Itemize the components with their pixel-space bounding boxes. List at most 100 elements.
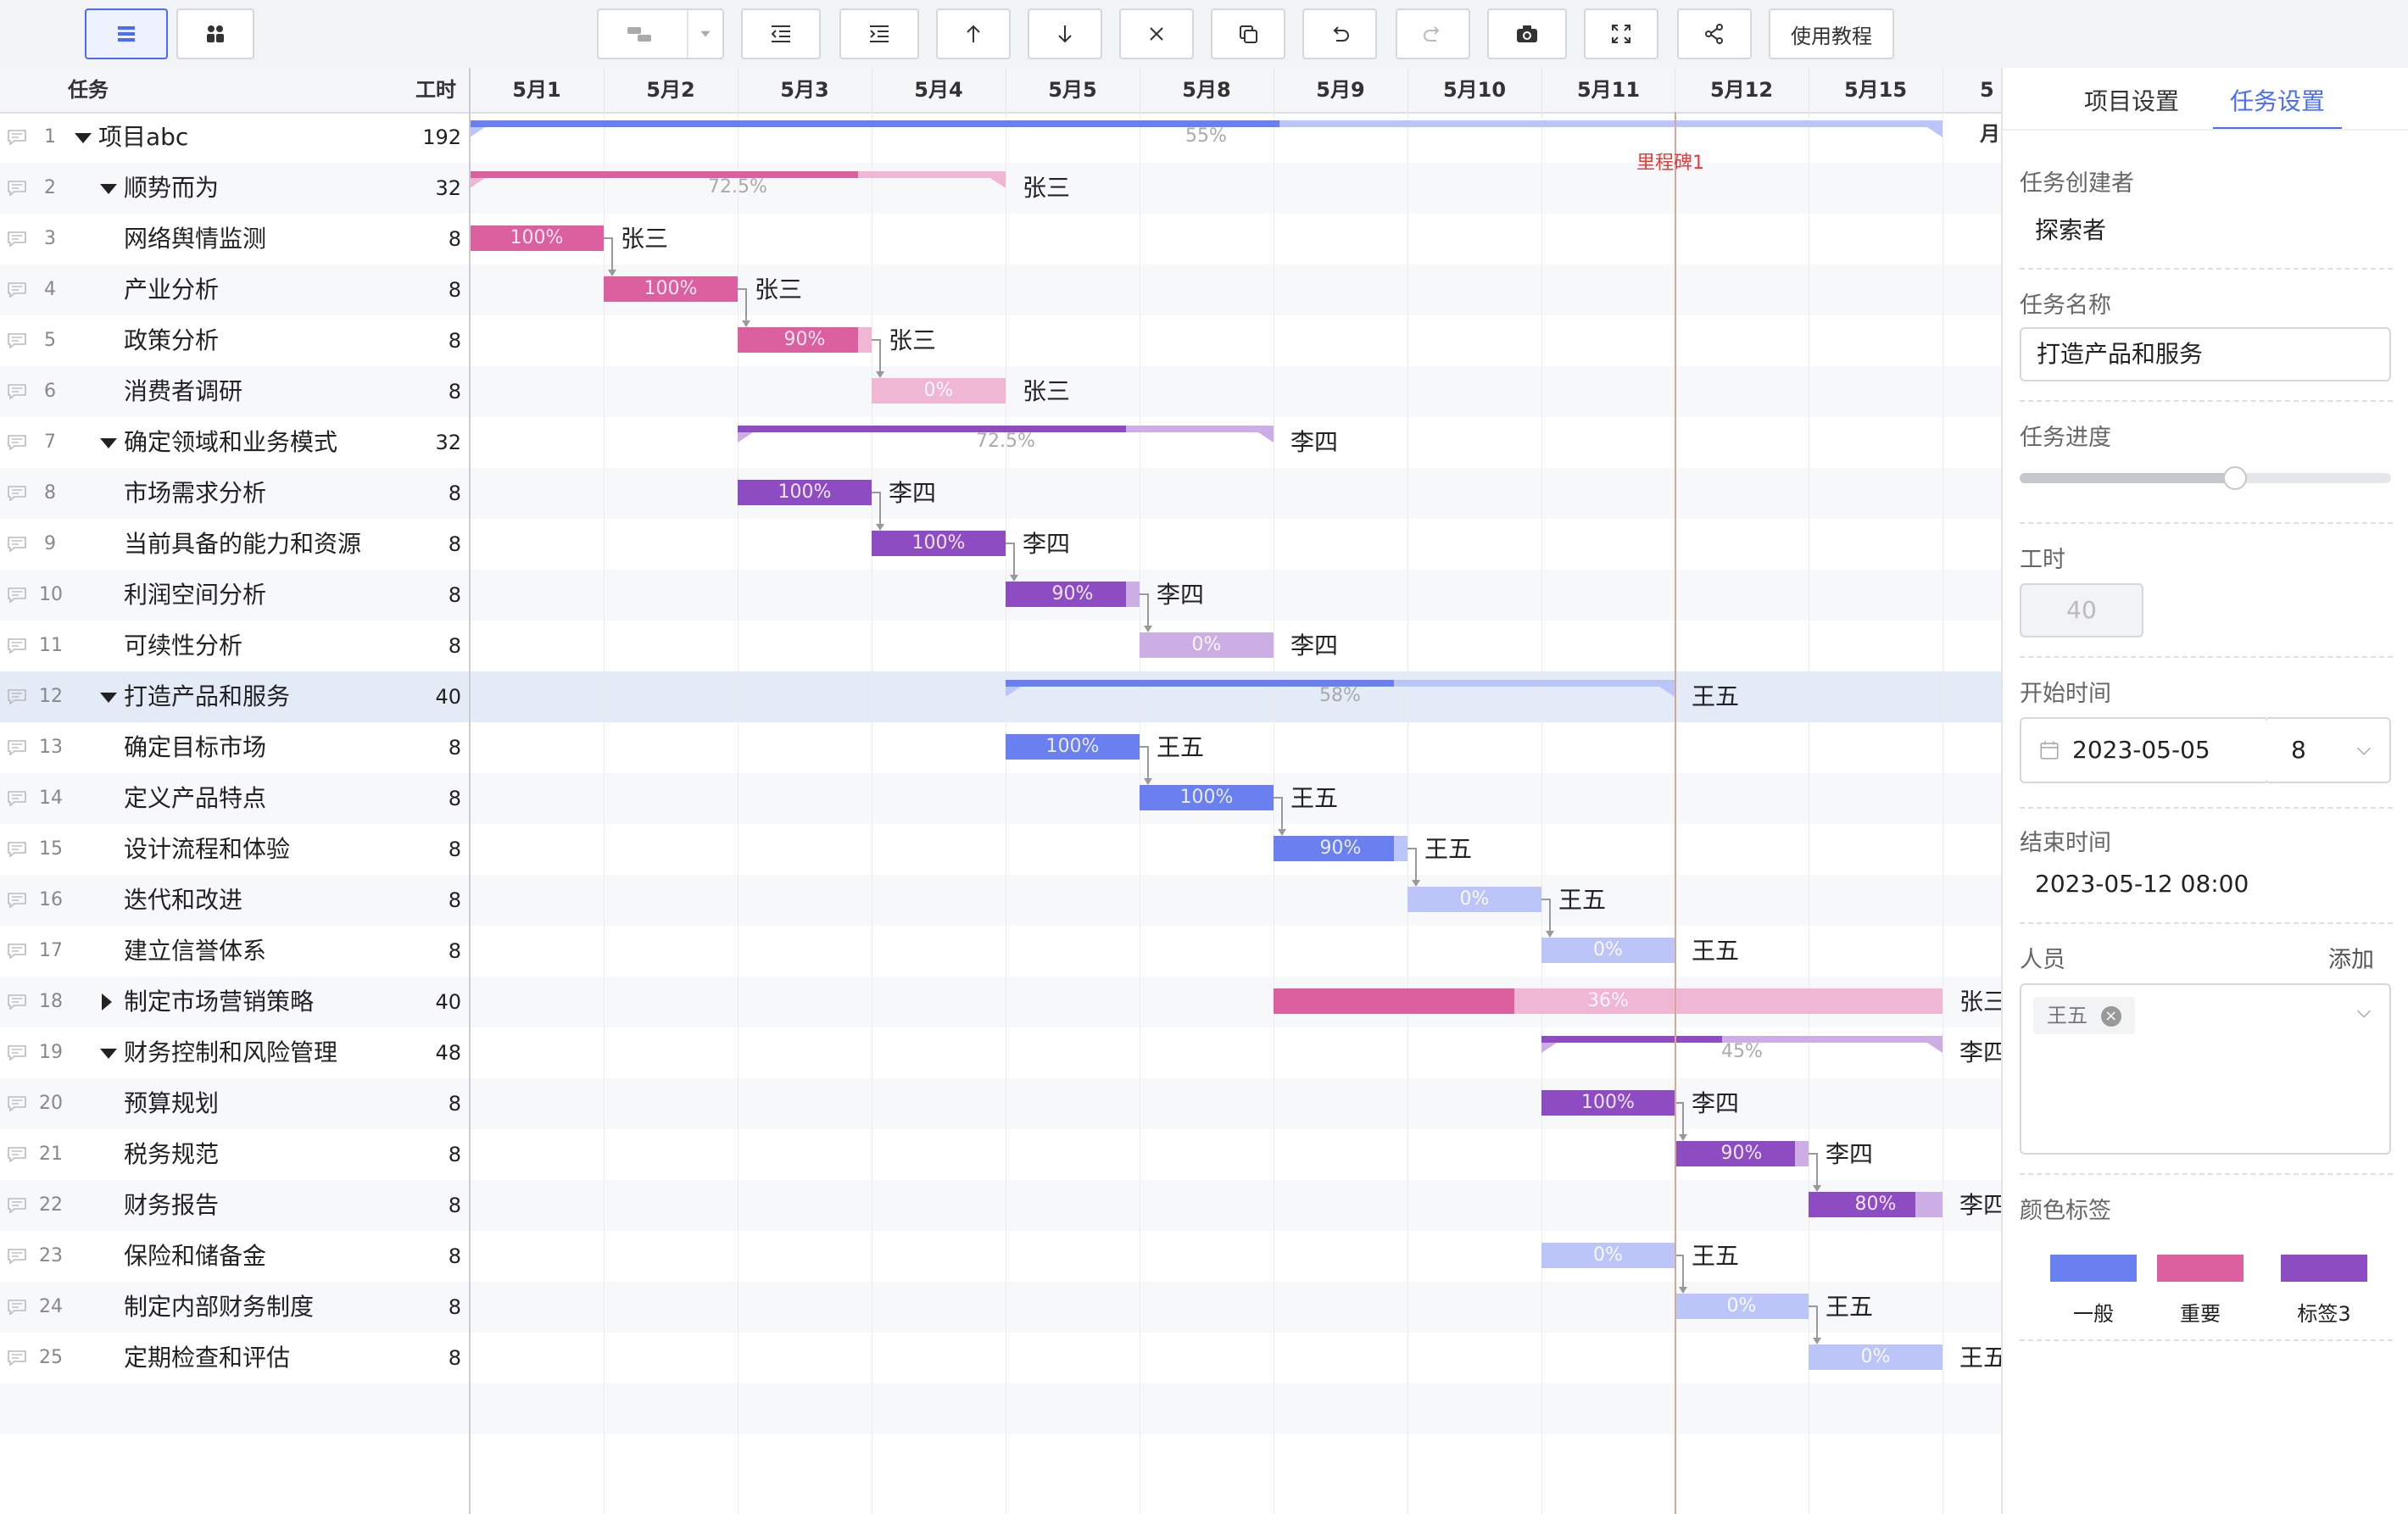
task-bar[interactable]: 36% (1274, 988, 1943, 1014)
task-bar[interactable]: 0% (1541, 1243, 1675, 1268)
task-row[interactable]: 9 当前具备的能力和资源 8 (0, 519, 470, 570)
expand-toggle-icon[interactable] (102, 994, 112, 1010)
task-name[interactable]: 产业分析 (124, 276, 220, 303)
task-name[interactable]: 税务规范 (124, 1140, 220, 1168)
people-view-button[interactable] (176, 8, 254, 59)
comment-icon[interactable] (7, 943, 27, 960)
outdent-button[interactable] (741, 8, 821, 59)
color-swatch[interactable] (2050, 1255, 2137, 1282)
task-row[interactable]: 1 项目abc 192 (0, 112, 470, 163)
task-row[interactable]: 5 政策分析 8 (0, 315, 470, 366)
task-row[interactable]: 16 迭代和改进 8 (0, 875, 470, 926)
task-name[interactable]: 定义产品特点 (124, 784, 267, 812)
task-row[interactable]: 20 预算规划 8 (0, 1078, 470, 1129)
task-row[interactable]: 25 定期检查和评估 8 (0, 1333, 470, 1383)
task-name[interactable]: 打造产品和服务 (124, 682, 291, 710)
task-bar[interactable]: 90% (1006, 582, 1140, 607)
progress-slider-track[interactable] (2020, 466, 2391, 490)
tab-project-settings[interactable]: 项目设置 (2084, 87, 2180, 115)
comment-icon[interactable] (7, 688, 27, 705)
screenshot-button[interactable] (1487, 8, 1567, 59)
summary-bar[interactable]: 58% (1006, 678, 1675, 707)
task-name[interactable]: 保险和储备金 (124, 1242, 267, 1270)
task-row[interactable]: 6 消费者调研 8 (0, 366, 470, 417)
comment-icon[interactable] (7, 790, 27, 807)
comment-icon[interactable] (7, 994, 27, 1010)
task-bar[interactable]: 90% (1675, 1141, 1809, 1166)
task-row[interactable]: 23 保险和储备金 8 (0, 1231, 470, 1282)
task-bar[interactable]: 0% (1407, 887, 1541, 912)
task-row[interactable]: 15 设计流程和体验 8 (0, 824, 470, 875)
comment-icon[interactable] (7, 841, 27, 858)
comment-icon[interactable] (7, 332, 27, 349)
task-row[interactable]: 10 利润空间分析 8 (0, 570, 470, 621)
task-bar[interactable]: 100% (1006, 734, 1140, 760)
indent-button[interactable] (839, 8, 919, 59)
task-name[interactable]: 设计流程和体验 (124, 835, 291, 863)
delete-button[interactable] (1119, 8, 1194, 59)
task-name[interactable]: 当前具备的能力和资源 (124, 530, 362, 558)
summary-bar[interactable]: 55% (470, 119, 1943, 148)
task-bar[interactable]: 0% (1140, 632, 1274, 658)
task-name[interactable]: 财务报告 (124, 1191, 220, 1219)
task-row[interactable]: 4 产业分析 8 (0, 264, 470, 315)
tab-task-settings[interactable]: 任务设置 (2230, 87, 2326, 115)
task-row[interactable]: 11 可续性分析 8 (0, 621, 470, 671)
task-bar[interactable]: 90% (1274, 836, 1407, 861)
task-name[interactable]: 消费者调研 (124, 377, 243, 405)
task-row[interactable]: 7 确定领域和业务模式 32 (0, 417, 470, 468)
copy-button[interactable] (1211, 8, 1285, 59)
color-swatch[interactable] (2157, 1255, 2244, 1282)
summary-bar[interactable]: 72.5% (738, 424, 1274, 453)
add-person-link[interactable]: 添加 (2328, 947, 2374, 973)
task-row[interactable]: 2 顺势而为 32 (0, 163, 470, 214)
task-bar[interactable]: 0% (1675, 1294, 1809, 1319)
task-bar[interactable]: 100% (872, 531, 1006, 556)
fullscreen-button[interactable] (1584, 8, 1658, 59)
task-name[interactable]: 可续性分析 (124, 632, 243, 660)
tutorial-button[interactable]: 使用教程 (1769, 8, 1894, 59)
task-name[interactable]: 建立信誉体系 (124, 937, 267, 965)
collapse-toggle-icon[interactable] (100, 438, 117, 448)
comment-icon[interactable] (7, 892, 27, 909)
move-down-button[interactable] (1028, 8, 1102, 59)
collapse-toggle-icon[interactable] (100, 1049, 117, 1059)
task-name[interactable]: 预算规划 (124, 1089, 220, 1117)
task-row[interactable]: 19 财务控制和风险管理 48 (0, 1027, 470, 1078)
task-row[interactable]: 14 定义产品特点 8 (0, 773, 470, 824)
view-mode-dropdown[interactable] (597, 8, 724, 59)
task-name[interactable]: 迭代和改进 (124, 886, 243, 914)
task-bar[interactable]: 100% (1541, 1090, 1675, 1116)
task-name[interactable]: 网络舆情监测 (124, 225, 267, 253)
color-swatch[interactable] (2281, 1255, 2367, 1282)
task-list-view-button[interactable] (85, 8, 168, 59)
summary-bar[interactable]: 45% (1541, 1034, 1943, 1063)
collapse-toggle-icon[interactable] (100, 184, 117, 194)
comment-icon[interactable] (7, 637, 27, 654)
comment-icon[interactable] (7, 180, 27, 197)
task-row[interactable]: 18 制定市场营销策略 40 (0, 977, 470, 1027)
task-row[interactable]: 12 打造产品和服务 40 (0, 671, 470, 722)
start-date-input[interactable]: 2023-05-05 (2020, 717, 2269, 783)
comment-icon[interactable] (7, 536, 27, 553)
remove-person-icon[interactable]: × (2100, 1006, 2121, 1027)
task-name[interactable]: 确定目标市场 (124, 733, 267, 761)
comment-icon[interactable] (7, 1146, 27, 1163)
comment-icon[interactable] (7, 1197, 27, 1214)
comment-icon[interactable] (7, 129, 27, 146)
task-row[interactable]: 21 税务规范 8 (0, 1129, 470, 1180)
comment-icon[interactable] (7, 1350, 27, 1366)
task-bar[interactable]: 0% (872, 378, 1006, 404)
collapse-toggle-icon[interactable] (75, 133, 92, 143)
task-name[interactable]: 政策分析 (124, 326, 220, 354)
undo-button[interactable] (1302, 8, 1377, 59)
task-name[interactable]: 定期检查和评估 (124, 1344, 291, 1372)
collapse-toggle-icon[interactable] (100, 693, 117, 703)
comment-icon[interactable] (7, 434, 27, 451)
task-name[interactable]: 利润空间分析 (124, 581, 267, 609)
task-row[interactable]: 13 确定目标市场 8 (0, 722, 470, 773)
task-bar[interactable]: 0% (1809, 1344, 1943, 1370)
progress-slider-handle[interactable] (2223, 466, 2247, 490)
comment-icon[interactable] (7, 485, 27, 502)
task-bar[interactable]: 100% (604, 276, 738, 302)
